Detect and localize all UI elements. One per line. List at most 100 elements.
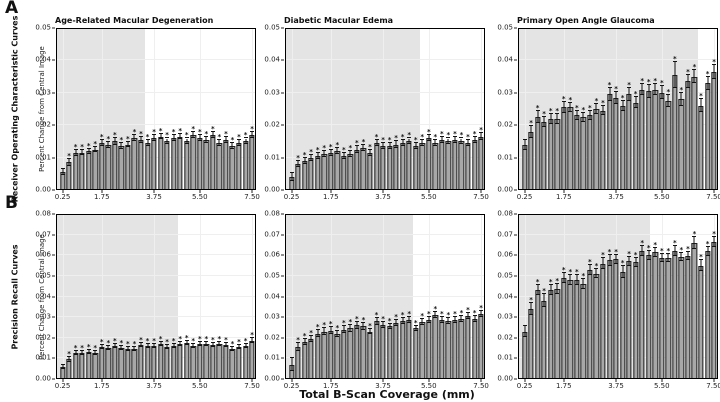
- error-bar-cap-top: [420, 318, 425, 320]
- bar: [138, 344, 144, 379]
- error-bar: [231, 347, 233, 351]
- error-bar-cap-top: [322, 327, 327, 329]
- error-bar: [550, 113, 552, 124]
- bar: [360, 326, 367, 379]
- error-bar-cap-bottom: [439, 322, 444, 324]
- error-bar-cap-bottom: [542, 305, 547, 307]
- horizontal-gridline: [56, 274, 256, 276]
- significance-asterisk: *: [119, 339, 124, 347]
- significance-asterisk: *: [99, 132, 104, 141]
- bar: [452, 320, 458, 379]
- bar: [79, 152, 85, 190]
- error-bar-cap-top: [145, 139, 150, 141]
- significance-asterisk: *: [224, 336, 228, 345]
- bar: [698, 105, 704, 190]
- chart-title: Age-Related Macular Degeneration: [55, 16, 214, 25]
- error-bar: [291, 173, 293, 181]
- bar: [386, 326, 393, 379]
- error-bar-cap-bottom: [620, 276, 625, 278]
- error-bar: [114, 344, 116, 348]
- y-tick-label: 0.05: [35, 23, 51, 32]
- bar: [665, 100, 671, 190]
- bar: [131, 138, 138, 190]
- bar: [177, 343, 183, 379]
- bar: [478, 136, 484, 190]
- x-tick-mark: [524, 379, 526, 382]
- significance-asterisk: *: [712, 229, 716, 238]
- bar: [711, 71, 717, 190]
- bar: [367, 331, 373, 379]
- y-tick-mark: [281, 157, 284, 159]
- error-bar-cap-bottom: [138, 346, 143, 348]
- significance-asterisk: *: [328, 142, 333, 151]
- error-bar-cap-top: [381, 142, 386, 144]
- error-bar: [369, 328, 371, 335]
- error-bar-cap-top: [633, 256, 638, 258]
- error-bar-cap-bottom: [685, 259, 690, 261]
- bar: [86, 352, 92, 379]
- y-tick-mark: [52, 378, 55, 380]
- error-bar: [330, 149, 332, 156]
- significance-asterisk: *: [594, 96, 599, 105]
- error-bar-cap-top: [542, 293, 547, 295]
- error-bar-cap-top: [472, 135, 477, 137]
- error-bar-cap-top: [581, 111, 586, 113]
- y-tick-label: 0.01: [35, 153, 51, 162]
- bar: [328, 152, 334, 190]
- significance-asterisk: *: [440, 129, 444, 138]
- error-bar-cap-top: [125, 141, 130, 143]
- vertical-gridline: [330, 214, 332, 379]
- bar: [478, 314, 484, 379]
- error-bar-cap-bottom: [165, 143, 170, 145]
- error-bar: [199, 135, 201, 142]
- bar: [672, 74, 678, 190]
- error-bar-cap-bottom: [407, 143, 412, 145]
- error-bar-cap-top: [561, 101, 566, 103]
- error-bar: [238, 344, 240, 350]
- significance-asterisk: *: [620, 93, 625, 102]
- error-bar: [524, 326, 526, 337]
- error-bar-cap-top: [106, 345, 111, 346]
- error-bar: [563, 102, 565, 113]
- error-bar-cap-bottom: [600, 114, 605, 116]
- significance-asterisk: *: [381, 315, 385, 324]
- error-bar-cap-top: [152, 342, 157, 344]
- significance-asterisk: *: [328, 320, 333, 329]
- error-bar: [556, 284, 558, 295]
- error-bar-cap-bottom: [99, 145, 104, 147]
- error-bar-cap-top: [387, 142, 392, 144]
- error-bar-cap-bottom: [614, 262, 619, 264]
- error-bar: [609, 87, 610, 101]
- error-bar-cap-bottom: [446, 143, 451, 145]
- error-bar-cap-bottom: [433, 317, 438, 319]
- x-tick-mark: [428, 190, 430, 193]
- error-bar-cap-bottom: [289, 179, 294, 181]
- bar: [321, 331, 327, 379]
- error-bar: [648, 250, 650, 260]
- error-bar-cap-bottom: [640, 255, 645, 257]
- horizontal-gridline: [285, 254, 485, 256]
- error-bar-cap-top: [250, 337, 255, 339]
- error-bar-cap-top: [452, 316, 457, 318]
- vertical-gridline: [291, 28, 293, 190]
- vertical-gridline: [101, 28, 103, 190]
- error-bar-cap-top: [204, 340, 209, 342]
- significance-asterisk: *: [646, 243, 651, 252]
- error-bar: [589, 110, 591, 121]
- error-bar: [160, 341, 162, 346]
- bar: [334, 151, 340, 190]
- significance-asterisk: *: [640, 76, 645, 85]
- error-bar: [330, 327, 332, 334]
- bar: [626, 94, 632, 190]
- error-bar-cap-top: [152, 133, 157, 135]
- error-bar-cap-bottom: [80, 154, 85, 156]
- bar: [458, 141, 465, 190]
- bar: [704, 83, 711, 190]
- significance-asterisk: *: [394, 313, 398, 322]
- bar: [600, 263, 606, 379]
- bar: [534, 290, 541, 379]
- error-bar: [467, 140, 469, 146]
- y-tick-mark: [281, 337, 284, 339]
- bar: [341, 155, 347, 190]
- x-tick-label: 0.25: [54, 382, 71, 390]
